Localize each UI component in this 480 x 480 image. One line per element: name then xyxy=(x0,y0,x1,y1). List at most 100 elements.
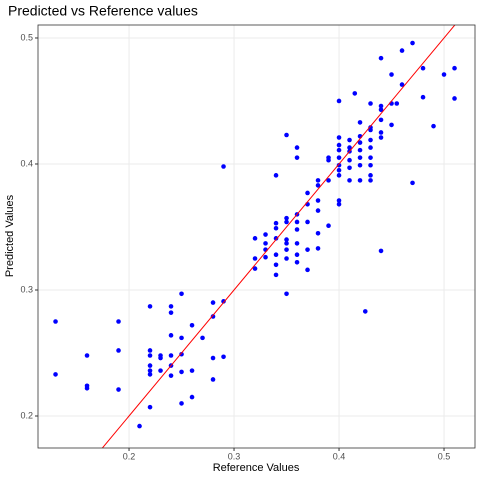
reference-line xyxy=(101,25,456,448)
point xyxy=(53,372,58,377)
point xyxy=(336,147,342,153)
point xyxy=(147,304,153,309)
point xyxy=(336,198,342,203)
point xyxy=(210,355,216,361)
point xyxy=(399,48,405,53)
point xyxy=(168,353,174,358)
point xyxy=(189,322,195,328)
point xyxy=(263,254,268,260)
point xyxy=(315,183,321,188)
point xyxy=(263,232,268,237)
point xyxy=(116,387,121,392)
point xyxy=(452,65,457,71)
point xyxy=(394,101,400,106)
point xyxy=(200,335,205,341)
point xyxy=(168,310,174,315)
x-tick-label: 0.5 xyxy=(438,451,451,461)
point xyxy=(210,377,216,382)
point xyxy=(273,173,279,178)
point xyxy=(357,162,363,168)
point xyxy=(326,157,331,163)
x-tick-label: 0.3 xyxy=(228,451,241,461)
point xyxy=(389,122,394,128)
point xyxy=(147,404,153,410)
x-tick-label: 0.2 xyxy=(123,451,136,461)
point xyxy=(368,127,373,133)
x-tick-label: 0.4 xyxy=(333,451,346,461)
point xyxy=(284,291,289,297)
point xyxy=(189,368,195,373)
point xyxy=(210,314,216,319)
point xyxy=(168,373,174,378)
point xyxy=(347,145,352,150)
point xyxy=(452,96,457,101)
y-axis-title: Predicted Values xyxy=(4,194,16,277)
y-tick-label: 0.3 xyxy=(20,284,33,294)
point xyxy=(252,256,258,261)
point xyxy=(84,385,90,391)
point xyxy=(378,248,384,254)
point xyxy=(284,132,289,138)
point xyxy=(326,178,331,183)
point xyxy=(315,198,321,203)
point xyxy=(263,241,268,246)
point xyxy=(179,335,184,341)
point xyxy=(357,155,363,160)
point xyxy=(284,215,289,221)
point xyxy=(347,137,352,143)
point xyxy=(352,91,358,96)
point xyxy=(179,291,184,297)
point xyxy=(378,55,384,61)
point xyxy=(294,241,300,246)
point xyxy=(399,82,405,87)
point xyxy=(315,246,321,251)
plot-area xyxy=(53,25,457,448)
grid xyxy=(38,25,475,448)
point xyxy=(378,130,384,135)
point xyxy=(221,354,226,360)
point xyxy=(168,304,174,309)
point xyxy=(179,369,184,375)
point xyxy=(284,219,289,225)
point xyxy=(210,300,216,305)
point xyxy=(368,145,373,150)
point xyxy=(378,103,384,109)
point xyxy=(362,309,368,314)
point xyxy=(336,135,342,140)
point xyxy=(273,236,279,241)
point xyxy=(389,72,394,77)
point xyxy=(347,165,352,171)
point xyxy=(294,219,300,225)
chart-title: Predicted vs Reference values xyxy=(8,3,198,19)
point xyxy=(252,236,258,241)
point xyxy=(305,247,310,252)
point xyxy=(305,219,310,225)
point xyxy=(273,252,279,258)
point xyxy=(116,348,121,353)
point xyxy=(294,155,300,160)
point xyxy=(294,259,300,265)
point xyxy=(431,123,436,129)
point xyxy=(336,155,342,160)
point xyxy=(315,208,321,213)
point xyxy=(368,178,373,183)
point xyxy=(368,137,373,143)
point xyxy=(294,252,300,258)
point xyxy=(410,180,415,186)
point xyxy=(336,173,342,178)
point xyxy=(284,237,289,242)
point xyxy=(147,348,153,353)
y-tick-label: 0.4 xyxy=(20,158,33,168)
point xyxy=(147,372,153,377)
point xyxy=(336,98,342,104)
point xyxy=(368,162,373,168)
point xyxy=(378,117,384,123)
point xyxy=(158,355,163,361)
point xyxy=(368,173,373,178)
point xyxy=(189,394,195,400)
point xyxy=(284,256,289,261)
point xyxy=(336,167,342,173)
point xyxy=(137,423,142,429)
